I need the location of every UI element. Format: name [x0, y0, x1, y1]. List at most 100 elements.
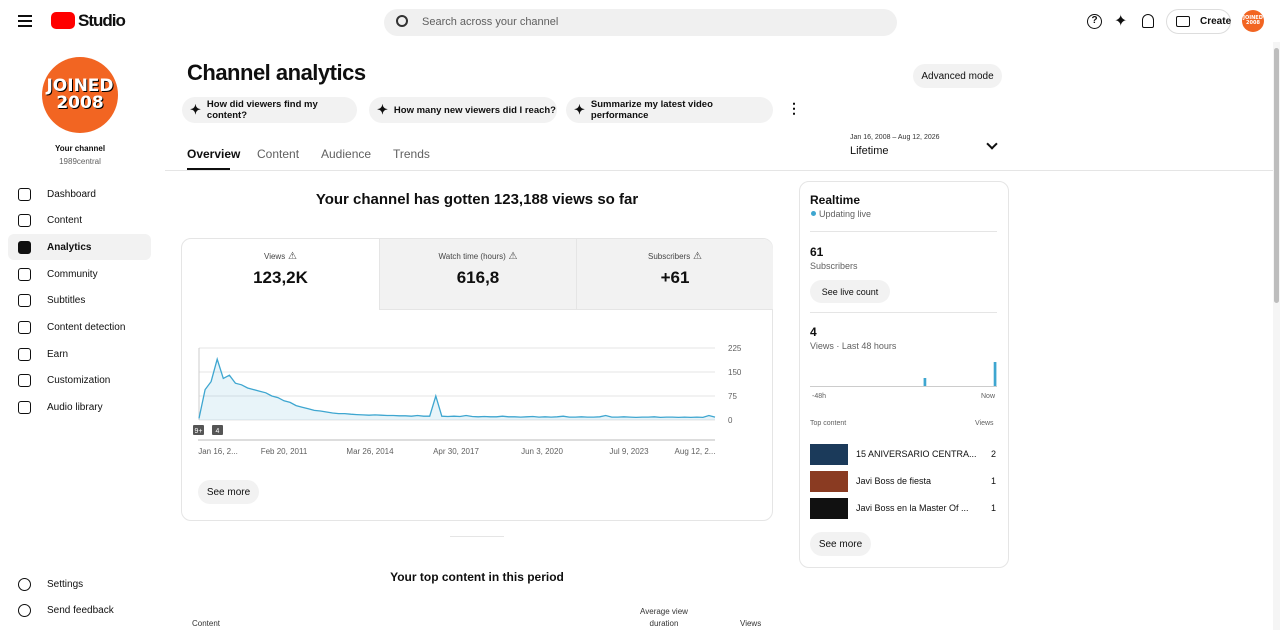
- nav-label: Content detection: [47, 322, 126, 333]
- search-box[interactable]: Search across your channel: [384, 9, 897, 36]
- period[interactable]: Lifetime: [850, 145, 889, 157]
- subscriber-count: 61: [810, 245, 824, 259]
- column-header: Average view duration: [640, 607, 688, 628]
- notifications-button[interactable]: [1142, 14, 1154, 28]
- metric-value: 123,2K: [253, 268, 308, 287]
- help-button[interactable]: ?: [1087, 14, 1102, 29]
- metric-label-text: Views: [264, 252, 286, 261]
- nav-icon: [18, 267, 31, 281]
- column-header: Content: [192, 619, 221, 628]
- y-tick-label: 150: [728, 368, 742, 377]
- row-title[interactable]: 15 ANIVERSARIO CENTRA...: [856, 449, 977, 459]
- advanced-mode-button[interactable]: Advanced mode: [913, 64, 1002, 88]
- thumbnail[interactable]: [810, 498, 848, 519]
- nav-item[interactable]: Customization: [8, 368, 151, 394]
- avatar-text: 2008: [1246, 20, 1260, 26]
- tab[interactable]: Audience: [321, 147, 372, 161]
- badge-label: 9+: [195, 428, 203, 435]
- live-dot: [811, 211, 816, 216]
- see-more-button[interactable]: See more: [198, 480, 259, 504]
- column-header: Views: [740, 619, 762, 628]
- thumbnail[interactable]: [810, 471, 848, 492]
- ai-button[interactable]: ✦: [1114, 13, 1128, 30]
- tab[interactable]: Content: [257, 147, 300, 161]
- tab-indicator: [187, 168, 230, 170]
- metric-tab[interactable]: Watch time (hours) ⚠ 616,8: [379, 239, 576, 310]
- nav-item[interactable]: Settings: [8, 571, 151, 597]
- views-column-label: Views: [975, 420, 994, 427]
- nav-icon: [18, 347, 31, 361]
- realtime-status: Updating live: [819, 209, 872, 219]
- realtime-bar: [993, 362, 997, 386]
- x-tick-label: Apr 30, 2017: [433, 447, 479, 456]
- metric-tab[interactable]: Views ⚠ 123,2K: [182, 239, 379, 310]
- account-avatar[interactable]: JOINED 2008: [1242, 10, 1264, 32]
- tab[interactable]: Overview: [187, 147, 241, 161]
- nav-item[interactable]: Analytics: [8, 234, 151, 261]
- nav-item[interactable]: Community: [8, 261, 151, 287]
- axis-label: Now: [981, 393, 996, 400]
- nav-label: Analytics: [47, 241, 92, 253]
- avatar-text: JOINED: [1243, 15, 1263, 21]
- metric-label-text: Subscribers: [648, 252, 691, 261]
- row-title[interactable]: Javi Boss de fiesta: [856, 476, 932, 486]
- nav-icon: [18, 401, 31, 415]
- subscriber-label: Subscribers: [810, 261, 858, 271]
- views-label: Views · Last 48 hours: [810, 341, 897, 351]
- channel-avatar[interactable]: JOINED 2008: [42, 57, 118, 133]
- nav-label: Earn: [47, 348, 69, 360]
- logo-text[interactable]: Studio: [78, 11, 126, 30]
- row-title[interactable]: Javi Boss en la Master Of ...: [856, 503, 969, 513]
- logo-icon[interactable]: [51, 12, 75, 29]
- prompt-chip[interactable]: ✦ How did viewers find my content?: [182, 97, 357, 123]
- divider: [165, 170, 1273, 171]
- menu-button[interactable]: [18, 15, 32, 27]
- metric-tab[interactable]: Subscribers ⚠ +61: [576, 239, 773, 310]
- top-content-label: Top content: [810, 420, 847, 427]
- y-tick-label: 75: [728, 392, 737, 401]
- metric-label-text: Watch time (hours): [438, 252, 506, 261]
- prompt-chip[interactable]: ✦ How many new viewers did I reach?: [369, 97, 557, 123]
- live-count-button[interactable]: See live count: [810, 280, 890, 303]
- nav-label: Dashboard: [47, 188, 96, 200]
- nav-label: Send feedback: [47, 605, 114, 616]
- nav-label: Settings: [47, 578, 84, 590]
- headline: Your channel has gotten 123,188 views so…: [315, 191, 639, 208]
- axis-label: -48h: [812, 393, 827, 400]
- nav-label: Content: [47, 215, 83, 227]
- chip-icon: ✦: [574, 102, 585, 117]
- nav-item[interactable]: Earn: [8, 341, 151, 367]
- nav-item[interactable]: Send feedback: [8, 598, 151, 624]
- thumbnail[interactable]: [810, 444, 848, 465]
- more-button[interactable]: ⋮: [787, 100, 801, 116]
- avatar-text: JOINED: [46, 76, 114, 96]
- metric-label: Subscribers ⚠: [577, 251, 773, 262]
- x-tick-label: Jan 16, 2...: [198, 447, 238, 456]
- nav-item[interactable]: Subtitles: [8, 288, 151, 314]
- tab[interactable]: Trends: [393, 147, 430, 161]
- channel-title: Your channel: [54, 144, 106, 153]
- nav-icon: [18, 214, 31, 228]
- nav-item[interactable]: Content detection: [8, 315, 151, 341]
- nav-item[interactable]: Dashboard: [8, 181, 151, 207]
- area: [199, 359, 715, 420]
- nav-item[interactable]: Content: [8, 208, 151, 234]
- row-views: 1: [991, 476, 997, 486]
- see-more-button[interactable]: See more: [810, 532, 871, 556]
- prompt-chip[interactable]: ✦ Summarize my latest video performance: [566, 97, 773, 123]
- realtime-card: [799, 181, 1009, 568]
- nav-label: Customization: [47, 375, 111, 387]
- overview-card: [181, 238, 773, 521]
- search-placeholder: Search across your channel: [422, 16, 559, 28]
- x-tick-label: Mar 26, 2014: [346, 447, 394, 456]
- divider: [450, 536, 504, 537]
- realtime-bar: [923, 378, 927, 386]
- row-views: 2: [991, 449, 997, 459]
- row-views: 1: [991, 503, 997, 513]
- create-button[interactable]: Create: [1166, 9, 1231, 34]
- y-tick-label: 225: [728, 344, 742, 353]
- page-title: Channel analytics: [187, 60, 366, 85]
- scrollbar[interactable]: [1273, 42, 1280, 630]
- nav-item[interactable]: Audio library: [8, 395, 151, 421]
